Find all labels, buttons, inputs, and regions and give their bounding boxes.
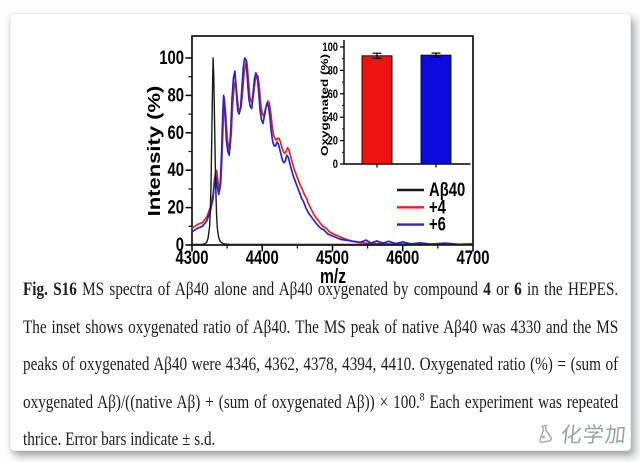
x-tick-label: 4500 [316, 247, 349, 268]
legend-label: Aβ40 [429, 179, 465, 200]
watermark-text: 化学加 [559, 424, 629, 447]
caption-segment: Each experiment was repeated thrice. Err… [23, 391, 619, 451]
caption-segment: 6 [514, 279, 522, 300]
inset-bar-chart: Oxygenated (%) 0 20 40 60 80 100 [318, 40, 471, 171]
y-tick-label: 60 [168, 122, 184, 143]
inset-y-tick-label: 60 [328, 88, 338, 101]
ms-curve-ab40 [191, 57, 474, 246]
caption-segment: MS spectra of Aβ40 alone and Aβ40 oxygen… [76, 279, 484, 300]
figure-caption: Fig. S16 MS spectra of Aβ40 alone and Aβ… [23, 271, 618, 459]
x-axis-label: m/z [320, 265, 346, 287]
x-tick-label: 4700 [457, 247, 490, 268]
watermark-logo-icon [539, 424, 552, 444]
main-x-axis-ticks: 4300 4400 4500 4600 4700 [176, 245, 490, 268]
inset-y-axis-label: Oxygenated (%) [318, 54, 330, 156]
inset-bar-plus4 [361, 55, 393, 165]
inset-bar-plus6 [420, 54, 452, 165]
y-axis-label: Intensity (%) [145, 86, 164, 217]
main-y-axis-ticks: 0 20 40 60 80 100 [159, 47, 192, 255]
y-tick-label: 40 [168, 159, 184, 180]
caption-segment: or [490, 279, 515, 300]
y-tick-label: 80 [168, 85, 184, 106]
inset-y-tick-label: 80 [328, 64, 338, 77]
caption-segment: 4 [483, 279, 491, 300]
x-tick-label: 4600 [386, 247, 419, 268]
inset-y-tick-label: 100 [322, 41, 338, 54]
legend-label: +6 [429, 214, 446, 235]
caption-segment: Fig. S16 [23, 279, 77, 300]
inset-y-tick-label: 40 [328, 111, 338, 124]
caption-segment: 8 [419, 389, 425, 404]
watermark: 化学加 [532, 419, 628, 449]
figure-card [10, 13, 631, 451]
legend-label: +4 [429, 197, 446, 218]
ms-curve-plus6 [191, 57, 474, 246]
inset-y-tick-label: 20 [328, 135, 338, 148]
ms-curves [191, 57, 474, 246]
inset-y-tick-label: 0 [333, 158, 338, 171]
x-tick-label: 4400 [246, 247, 279, 268]
x-tick-label: 4300 [176, 247, 209, 268]
legend: Aβ40+4+6 [397, 179, 465, 235]
y-tick-label: 100 [159, 47, 184, 68]
ms-figure: 4300 4400 4500 4600 4700 0 20 40 60 80 100 m/z In… [145, 35, 490, 287]
y-tick-label: 20 [168, 197, 184, 218]
caption-segment: in the HEPES. The inset shows oxygenated… [23, 279, 619, 413]
y-tick-label: 0 [176, 234, 184, 255]
